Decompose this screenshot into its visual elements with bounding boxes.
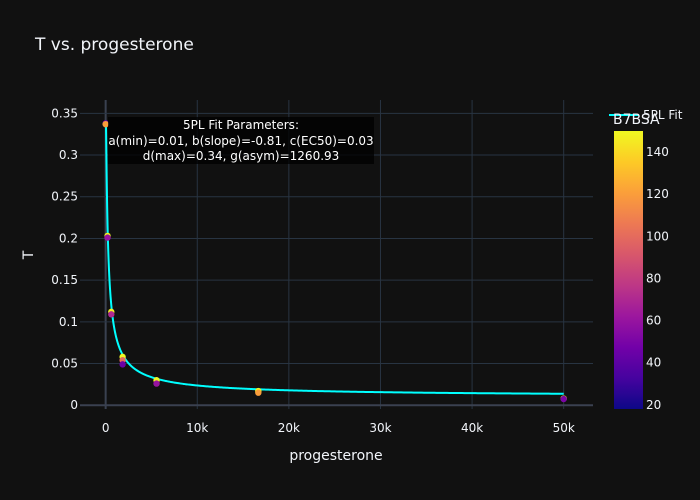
colorbar-tick-label: 100 — [646, 229, 669, 243]
annotation-line-1: 5PL Fit Parameters: — [183, 118, 299, 132]
colorbar-ticks: 20 40 60 80 100 120 140 — [646, 145, 669, 412]
y-tick-label: 0.05 — [51, 357, 78, 371]
data-point[interactable] — [108, 311, 115, 318]
fit-layer — [104, 120, 564, 395]
y-tick-label: 0.35 — [51, 106, 78, 120]
x-axis-label: progesterone — [289, 448, 382, 464]
y-tick-label: 0.25 — [51, 190, 78, 204]
colorbar-tick-label: 60 — [646, 314, 661, 328]
annotation-line-3: d(max)=0.34, g(asym)=1260.93 — [143, 149, 340, 163]
colorbar-tick-label: 20 — [646, 398, 661, 412]
y-tick-label: 0.15 — [51, 273, 78, 287]
data-point[interactable] — [119, 361, 126, 368]
fit-curve — [104, 120, 564, 395]
x-tick-label: 0 — [102, 421, 110, 435]
annotation-line-2: a(min)=0.01, b(slope)=-0.81, c(EC50)=0.0… — [108, 134, 373, 148]
colorbar-tick-label: 80 — [646, 271, 661, 285]
y-tick-label: 0.3 — [59, 148, 78, 162]
colorbar-tick-label: 140 — [646, 145, 669, 159]
annotation-box — [108, 117, 374, 164]
legend-fit-label[interactable]: 5PL Fit — [643, 108, 683, 122]
y-tick-label: 0.2 — [59, 231, 78, 245]
x-tick-label: 40k — [461, 421, 483, 435]
y-axis-label: T — [21, 250, 37, 260]
chart-title: T vs. progesterone — [34, 35, 194, 55]
data-point[interactable] — [255, 389, 262, 396]
x-tick-label: 10k — [186, 421, 208, 435]
colorbar-title: B7BSA — [613, 112, 660, 128]
data-point[interactable] — [102, 120, 109, 128]
y-tick-label: 0 — [70, 398, 78, 412]
y-tick-label: 0.1 — [59, 315, 78, 329]
data-point[interactable] — [104, 234, 111, 241]
x-tick-label: 30k — [369, 421, 391, 435]
data-point[interactable] — [560, 395, 567, 403]
x-tick-label: 50k — [553, 421, 575, 435]
points-layer — [102, 120, 567, 403]
colorbar-tick-label: 120 — [646, 187, 669, 201]
data-point[interactable] — [153, 380, 160, 387]
colorbar-tick-label: 40 — [646, 356, 661, 370]
colorbar — [614, 131, 643, 409]
x-ticks: 0 10k 20k 30k 40k 50k — [102, 421, 575, 435]
x-tick-label: 20k — [278, 421, 300, 435]
y-ticks: 0 0.05 0.1 0.15 0.2 0.25 0.3 0.35 — [51, 106, 78, 412]
